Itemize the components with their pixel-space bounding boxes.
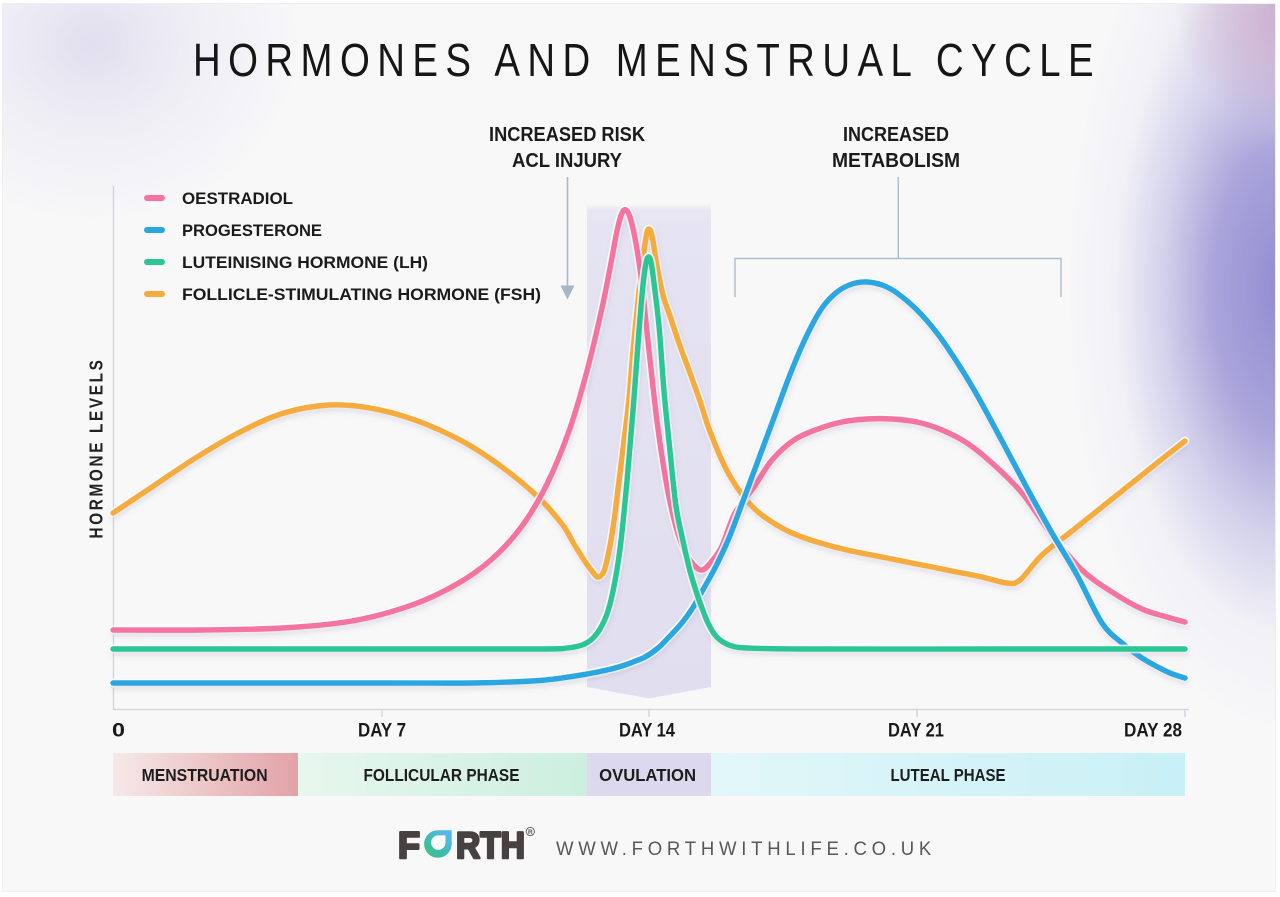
svg-text:F: F [398,825,420,866]
svg-text:OVULATION: OVULATION [599,765,696,785]
svg-text:MENSTRUATION: MENSTRUATION [142,765,268,785]
svg-text:INCREASED: INCREASED [843,123,949,146]
svg-text:OESTRADIOL: OESTRADIOL [182,189,293,208]
svg-text:ACL INJURY: ACL INJURY [512,149,622,172]
svg-text:FOLLICULAR PHASE: FOLLICULAR PHASE [364,765,520,785]
svg-text:DAY 21: DAY 21 [888,721,944,742]
svg-text:PROGESTERONE: PROGESTERONE [182,221,322,240]
svg-text:DAY 7: DAY 7 [358,721,406,742]
svg-text:WWW.FORTHWITHLIFE.CO.UK: WWW.FORTHWITHLIFE.CO.UK [556,838,936,860]
svg-text:HORMONES AND MENSTRUAL CYCLE: HORMONES AND MENSTRUAL CYCLE [193,34,1101,86]
svg-text:DAY 28: DAY 28 [1124,721,1182,742]
svg-text:RTH: RTH [456,825,525,866]
svg-text:HORMONE LEVELS: HORMONE LEVELS [86,358,107,539]
svg-text:DAY 14: DAY 14 [619,721,675,742]
svg-text:R: R [528,829,533,836]
svg-text:LUTEINISING HORMONE (LH): LUTEINISING HORMONE (LH) [182,253,428,272]
svg-text:METABOLISM: METABOLISM [832,149,960,172]
svg-text:INCREASED RISK: INCREASED RISK [489,123,645,146]
svg-text:FOLLICLE-STIMULATING HORMONE (: FOLLICLE-STIMULATING HORMONE (FSH) [182,285,541,304]
svg-text:0: 0 [112,721,125,742]
svg-text:LUTEAL PHASE: LUTEAL PHASE [891,765,1006,785]
